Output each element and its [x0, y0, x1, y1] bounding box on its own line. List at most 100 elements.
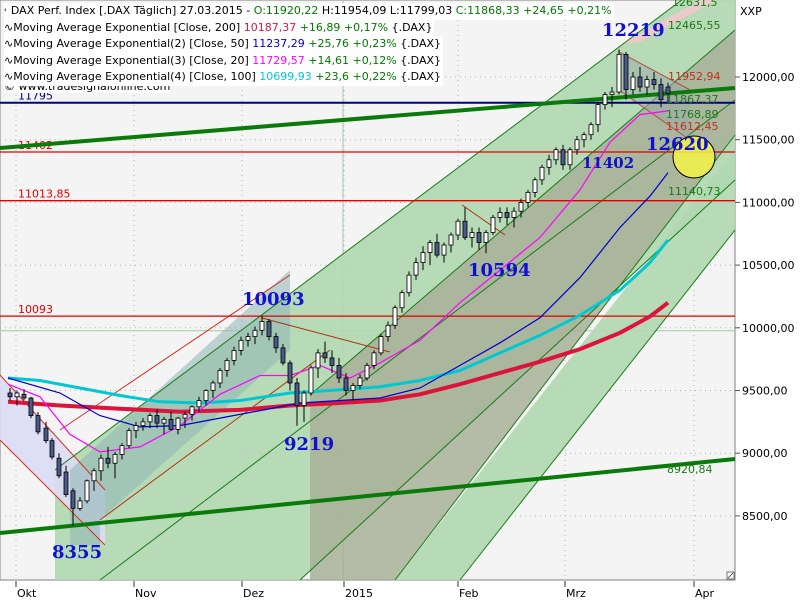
candle [609, 91, 615, 95]
legend-item-ema200[interactable]: ∿Moving Average Exponential [Close, 200]… [4, 19, 435, 36]
candle [378, 336, 384, 354]
open-value: 11920,22 [265, 4, 319, 17]
moving-averages [7, 110, 670, 453]
candle [455, 220, 461, 236]
candle [518, 201, 524, 212]
candle [140, 421, 146, 427]
y-tick-label: 11000,00 [742, 196, 795, 209]
candle [21, 393, 27, 399]
ema50-line [7, 172, 669, 428]
candle [385, 324, 391, 337]
candle [175, 417, 181, 430]
candle [196, 400, 202, 408]
y-tick-label: 10000,00 [742, 322, 795, 335]
candle [133, 425, 139, 432]
candle [665, 86, 671, 94]
candle [371, 352, 377, 366]
candle [490, 217, 496, 233]
candle [413, 262, 419, 276]
price-annotation: 11867,37 [666, 93, 719, 106]
candle [343, 377, 349, 391]
candle [238, 339, 244, 351]
long-trendline-lower [0, 457, 736, 535]
candle [637, 76, 643, 88]
candle [189, 406, 195, 415]
candle [546, 159, 552, 168]
candle [504, 212, 510, 218]
swing-label: 10594 [468, 260, 531, 281]
legend-panel: ˓︎ DAX Perf. Index [.DAX Täglich] 27.03.… [4, 3, 614, 86]
inner-channel-fill [310, 30, 735, 580]
candle [14, 392, 20, 398]
candle [273, 336, 279, 349]
x-tick-label: Okt [17, 587, 37, 600]
candle [434, 242, 440, 256]
candle [581, 134, 587, 141]
candle [301, 392, 307, 406]
candle [644, 79, 650, 88]
swing-label: 12219 [602, 20, 665, 41]
y-tick-label: 12000,00 [742, 71, 795, 84]
axis-mode-label[interactable]: XXP [740, 5, 762, 18]
price-annotations: 12465,5512631,511952,9411867,3711768,891… [666, 0, 721, 476]
candle [182, 413, 188, 419]
x-tick-label: Feb [459, 587, 478, 600]
candle [154, 415, 160, 424]
level-label: 10093 [18, 303, 53, 316]
swing-label: 11402 [582, 154, 634, 172]
price-annotation: 11612,45 [666, 120, 719, 133]
ema20-line [7, 110, 669, 453]
legend-item-ema20[interactable]: ∿Moving Average Exponential(3) [Close, 2… [4, 52, 444, 69]
candle [77, 500, 83, 509]
ema200-line [7, 301, 670, 414]
candle [35, 415, 41, 433]
candle [287, 362, 293, 384]
candle [259, 321, 265, 331]
wave-icon: ∿ [4, 37, 14, 50]
candle [245, 336, 251, 341]
upper-pink-band [620, 0, 735, 45]
candle [231, 349, 237, 361]
candle [399, 292, 405, 309]
candle [161, 418, 167, 424]
candle [308, 367, 314, 394]
x-tick-label: 2015 [345, 587, 373, 600]
candle [203, 390, 209, 401]
candle [630, 76, 636, 90]
legend-item-ema100[interactable]: ∿Moving Average Exponential(4) [Close, 1… [4, 69, 444, 86]
swing-label: 10093 [242, 289, 305, 310]
change-value: +24,65 [523, 4, 564, 17]
candle [392, 307, 398, 326]
swing-label: 8355 [52, 542, 102, 563]
level-label: 11013,85 [18, 188, 71, 201]
candle [168, 418, 174, 430]
candle [126, 430, 132, 447]
candle [476, 232, 482, 243]
price-annotation: 8920,84 [667, 463, 713, 476]
candle [525, 191, 531, 203]
candle [616, 54, 622, 93]
candle [658, 84, 664, 100]
candle [574, 139, 580, 151]
candle [84, 480, 90, 502]
candle [469, 232, 475, 238]
high-value: 11954,09 [333, 4, 387, 17]
candle [49, 440, 55, 458]
candle [357, 377, 363, 386]
y-tick-label: 10500,00 [742, 259, 795, 272]
candle [147, 415, 153, 423]
candle [483, 232, 489, 243]
candle [427, 242, 433, 253]
symbol-title: DAX Perf. Index [.DAX Täglich] 27.03.201… [10, 4, 251, 17]
candle [252, 329, 258, 337]
x-tick-label: Apr [695, 587, 715, 600]
legend-item-ema50[interactable]: ∿Moving Average Exponential(2) [Close, 5… [4, 36, 444, 53]
candle [406, 274, 412, 294]
candle [70, 490, 76, 509]
candle [28, 397, 34, 416]
close-value: 11868,33 [467, 4, 520, 17]
candle [112, 454, 118, 464]
candle [623, 54, 629, 90]
